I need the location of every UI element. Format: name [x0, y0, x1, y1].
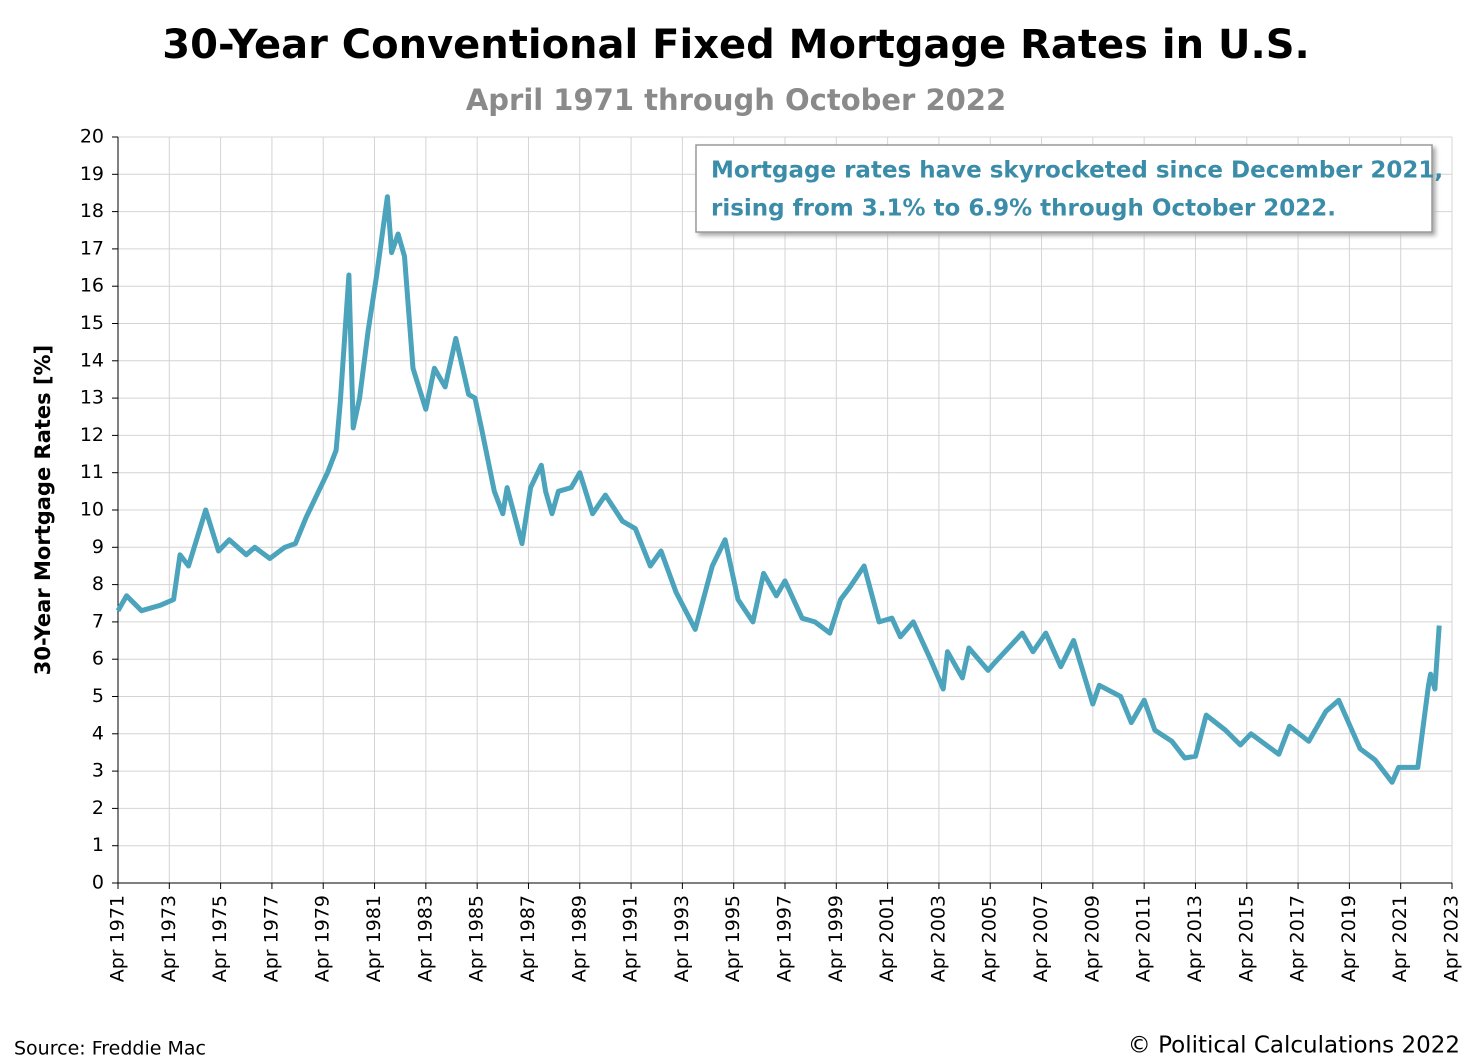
x-tick-label: Apr 1995	[722, 895, 744, 982]
x-tick-label: Apr 2003	[927, 895, 949, 982]
x-tick-label: Apr 1993	[671, 895, 693, 982]
y-tick-label: 4	[92, 722, 104, 744]
credit: © Political Calculations 2022	[1128, 1033, 1460, 1059]
x-tick-label: Apr 1985	[466, 895, 488, 982]
x-tick-label: Apr 1991	[620, 895, 642, 982]
x-tick-label: Apr 2015	[1235, 895, 1257, 982]
y-tick-label: 15	[80, 312, 104, 334]
x-tick-label: Apr 1977	[260, 895, 282, 982]
x-tick-label: Apr 2009	[1081, 895, 1103, 982]
x-tick-label: Apr 1971	[107, 895, 129, 982]
x-tick-label: Apr 1983	[414, 895, 436, 982]
chart-subtitle: April 1971 through October 2022	[466, 83, 1006, 117]
x-tick-label: Apr 1973	[158, 895, 180, 982]
y-tick-label: 13	[80, 387, 104, 409]
y-tick-label: 2	[92, 797, 104, 819]
annotation: Mortgage rates have skyrocketed since De…	[711, 158, 1443, 184]
y-tick-label: 8	[92, 573, 104, 595]
x-tick-label: Apr 2001	[876, 895, 898, 982]
x-tick-label: Apr 2017	[1287, 895, 1309, 982]
y-tick-label: 6	[92, 648, 104, 670]
x-tick-label: Apr 1997	[774, 895, 796, 982]
annotation-box	[695, 144, 1433, 233]
y-tick-label: 17	[80, 237, 104, 259]
x-tick-label: Apr 1999	[825, 895, 847, 982]
chart-title: 30-Year Conventional Fixed Mortgage Rate…	[162, 22, 1309, 68]
y-tick-label: 20	[80, 126, 104, 148]
x-tick-label: Apr 2011	[1133, 895, 1155, 982]
y-tick-label: 0	[92, 872, 104, 894]
x-tick-label: Apr 2021	[1389, 895, 1411, 982]
x-tick-label: Apr 2023	[1441, 895, 1463, 982]
y-tick-label: 11	[80, 461, 104, 483]
x-tick-label: Apr 2007	[1030, 895, 1052, 982]
y-tick-label: 5	[92, 685, 104, 707]
y-tick-label: 10	[80, 499, 104, 521]
x-tick-label: Apr 1975	[209, 895, 231, 982]
y-tick-label: 3	[92, 760, 104, 782]
x-tick-label: Apr 2013	[1184, 895, 1206, 982]
y-tick-label: 16	[80, 275, 104, 297]
x-tick-label: Apr 1979	[312, 895, 334, 982]
y-tick-label: 7	[92, 610, 104, 632]
data-line	[115, 194, 1442, 785]
x-tick-label: Apr 2005	[979, 895, 1001, 982]
source: Source: Freddie Mac	[14, 1038, 206, 1060]
x-tick-label: Apr 1981	[363, 895, 385, 982]
x-tick-label: Apr 1989	[568, 895, 590, 982]
y-tick-label: 18	[80, 200, 104, 222]
x-tick-label: Apr 1987	[517, 895, 539, 982]
annotation: rising from 3.1% to 6.9% through October…	[711, 196, 1336, 222]
y-tick-label: 9	[92, 536, 104, 558]
y-axis-label: 30-Year Mortgage Rates [%]	[31, 345, 55, 675]
x-tick-label: Apr 2019	[1338, 895, 1360, 982]
y-tick-label: 12	[80, 424, 104, 446]
y-tick-label: 19	[80, 163, 104, 185]
y-tick-label: 14	[80, 349, 104, 371]
y-tick-label: 1	[92, 834, 104, 856]
